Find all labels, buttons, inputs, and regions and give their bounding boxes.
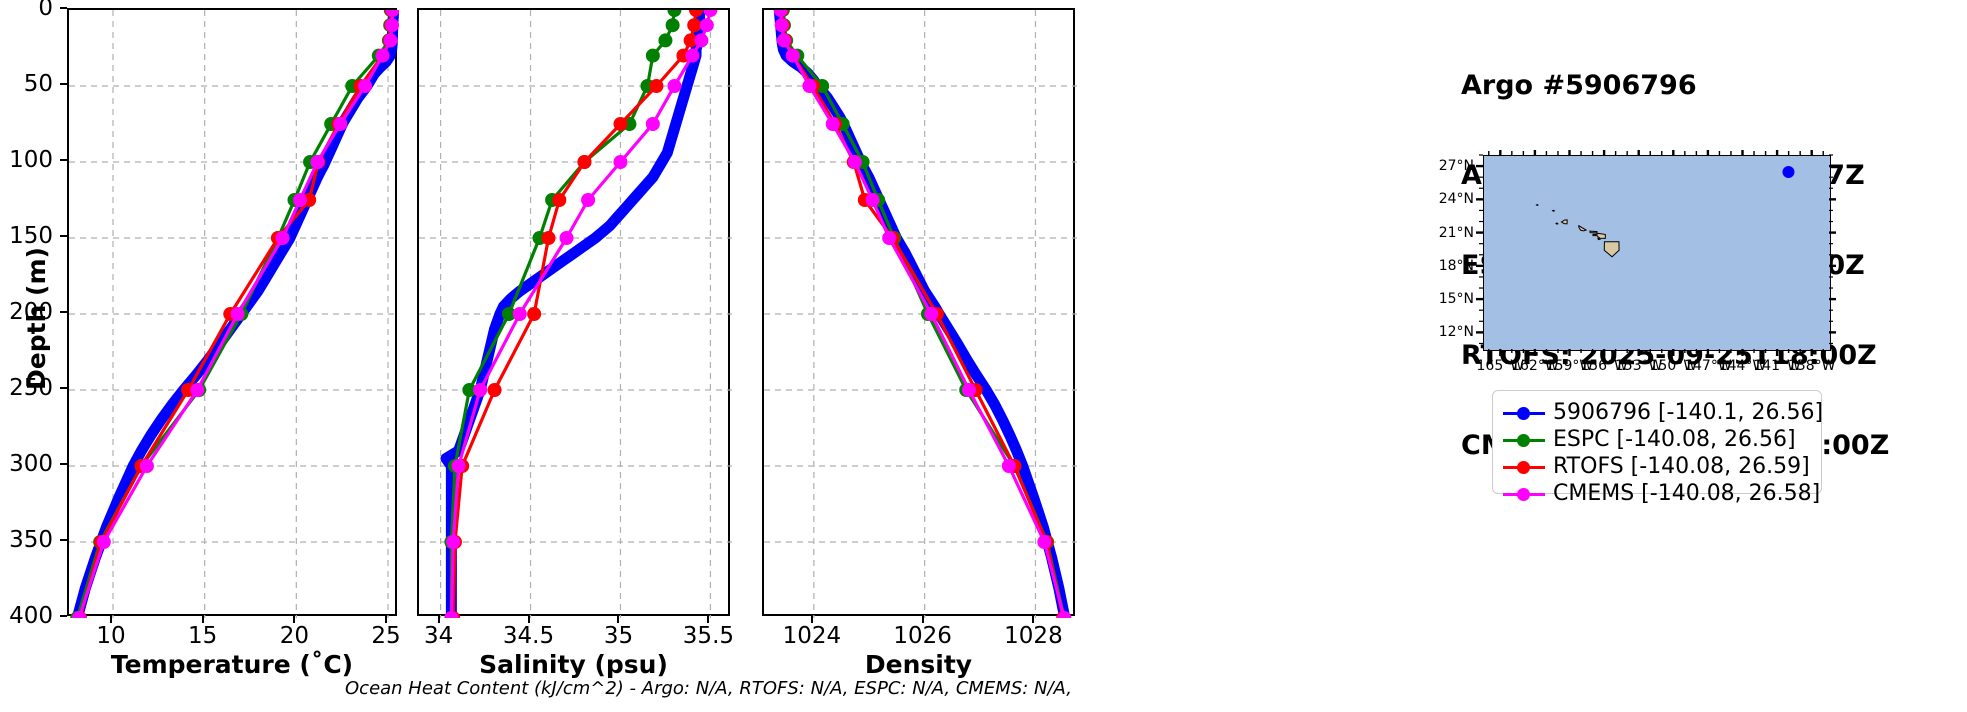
- map-xtick-label: 150°W: [1649, 358, 1698, 374]
- ytick-mark: [60, 463, 67, 465]
- salinity-panel: 34 34.5 35 35.5 Salinity (psu): [410, 0, 755, 680]
- temperature-plot-area[interactable]: [67, 8, 399, 618]
- legend-label: ESPC [-140.08, 26.56]: [1553, 427, 1796, 452]
- xtick-label: 1026: [893, 623, 952, 649]
- legend-swatch-icon: [1503, 405, 1545, 421]
- density-plot-area[interactable]: [762, 8, 1077, 618]
- xtick-mark: [110, 616, 112, 623]
- xtick-label: 34: [423, 623, 454, 649]
- map-ytick-label: 15°N: [1438, 291, 1474, 308]
- map-xtick-label: 153°W: [1614, 358, 1663, 374]
- map-ytick-label: 27°N: [1438, 158, 1474, 175]
- ytick-label: 0: [38, 0, 53, 21]
- xtick-mark: [527, 616, 530, 623]
- xtick-mark: [293, 616, 296, 623]
- xtick-label: 35: [603, 623, 634, 649]
- legend-label: 5906796 [-140.1, 26.56]: [1553, 400, 1824, 425]
- ytick-label: 300: [9, 451, 53, 477]
- temperature-profile-svg: [69, 10, 399, 618]
- map-xtick-label: 138°W: [1787, 358, 1836, 374]
- xtick-mark: [707, 616, 710, 623]
- temperature-panel: 10 15 20 25 0 50 100 150 200 250 300 350 400 Temper…: [0, 0, 410, 680]
- ocean-heat-content-caption: Ocean Heat Content (kJ/cm^2) - Argo: N/A…: [345, 678, 1072, 699]
- xtick-label: 10: [96, 623, 126, 649]
- legend-swatch-icon: [1503, 459, 1545, 475]
- xtick-mark: [1032, 616, 1035, 623]
- xtick-label: 1024: [782, 623, 842, 649]
- temperature-axis-title: Temperature (˚C): [110, 650, 354, 679]
- legend-label: CMEMS [-140.08, 26.58]: [1553, 481, 1821, 506]
- ytick-label: 350: [9, 527, 53, 553]
- legend-label: RTOFS [-140.08, 26.59]: [1553, 454, 1810, 479]
- map-xtick-label: 165°W: [1476, 358, 1525, 374]
- ytick-mark: [60, 615, 67, 617]
- ytick-label: 400: [9, 603, 53, 629]
- legend-item[interactable]: RTOFS [-140.08, 26.59]: [1503, 453, 1810, 480]
- ytick-mark: [60, 7, 67, 9]
- density-panel: 1024 1026 1028 Density: [755, 0, 1100, 680]
- map-xtick-label: 144°W: [1718, 358, 1767, 374]
- legend-item[interactable]: 5906796 [-140.1, 26.56]: [1503, 399, 1823, 426]
- xtick-mark: [617, 616, 620, 623]
- map-ytick-label: 24°N: [1438, 191, 1474, 208]
- ytick-label: 200: [9, 299, 53, 325]
- xtick-mark: [385, 616, 387, 623]
- map-ytick-label: 18°N: [1438, 257, 1474, 274]
- xtick-label: 35.5: [682, 623, 735, 649]
- density-profile-svg: [764, 10, 1077, 618]
- ytick-label: 150: [9, 223, 53, 249]
- legend-item[interactable]: ESPC [-140.08, 26.56]: [1503, 426, 1807, 453]
- xtick-mark: [201, 616, 204, 623]
- series-legend: 5906796 [-140.1, 26.56] ESPC [-140.08, 26…: [1492, 390, 1823, 506]
- ytick-mark: [60, 235, 67, 237]
- map-xtick-label: 159°W: [1545, 358, 1594, 374]
- salinity-axis-title: Salinity (psu): [479, 650, 668, 679]
- map-svg: [1484, 156, 1830, 350]
- ytick-mark: [60, 387, 67, 389]
- xtick-label: 20: [279, 623, 309, 649]
- ytick-label: 50: [23, 71, 53, 97]
- ytick-mark: [60, 311, 67, 313]
- xtick-mark: [921, 616, 924, 623]
- map-xtick-label: 156°W: [1580, 358, 1628, 374]
- density-axis-title: Density: [864, 650, 973, 679]
- map-xtick-label: 162°W: [1511, 358, 1559, 374]
- location-map[interactable]: [1483, 155, 1831, 351]
- ytick-mark: [60, 159, 67, 161]
- map-xtick-label: 147°W: [1684, 358, 1732, 374]
- ytick-mark: [60, 539, 67, 541]
- xtick-mark: [437, 616, 440, 623]
- header-line-argo-id: Argo #5906796: [1461, 70, 1697, 101]
- ytick-label: 250: [9, 375, 53, 401]
- map-ytick-label: 21°N: [1438, 224, 1474, 241]
- map-xtick-label: 141°W: [1753, 358, 1801, 374]
- salinity-plot-area[interactable]: [417, 8, 732, 618]
- salinity-profile-svg: [419, 10, 732, 618]
- xtick-label: 34.5: [502, 623, 555, 649]
- legend-swatch-icon: [1503, 486, 1545, 502]
- ytick-label: 100: [9, 147, 53, 173]
- map-ytick-label: 12°N: [1438, 324, 1474, 341]
- xtick-mark: [810, 616, 813, 623]
- legend-item[interactable]: CMEMS [-140.08, 26.58]: [1503, 480, 1820, 507]
- xtick-label: 15: [188, 623, 218, 649]
- ytick-mark: [60, 83, 67, 85]
- xtick-label: 25: [371, 623, 401, 649]
- xtick-label: 1028: [1004, 623, 1063, 649]
- legend-swatch-icon: [1503, 432, 1545, 448]
